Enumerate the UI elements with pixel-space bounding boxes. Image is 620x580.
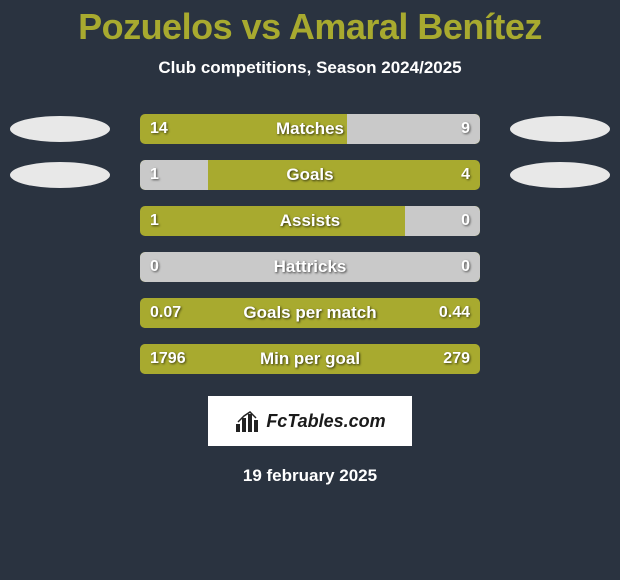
stat-bar-track: 0.070.44Goals per match	[140, 298, 480, 328]
stat-rows: 149Matches 14Goals 10Assists 00Hattricks 0.0…	[0, 108, 620, 384]
page-title: Pozuelos vs Amaral Benítez	[0, 6, 620, 48]
subtitle: Club competitions, Season 2024/2025	[0, 58, 620, 78]
brand-chart-icon	[234, 410, 260, 432]
date-text: 19 february 2025	[0, 466, 620, 486]
stat-row: 0.070.44Goals per match	[0, 292, 620, 338]
stat-bar-track: 00Hattricks	[140, 252, 480, 282]
stat-label: Goals per match	[140, 298, 480, 328]
title-vs: vs	[242, 6, 281, 47]
stat-label: Assists	[140, 206, 480, 236]
player2-ellipse	[510, 162, 610, 188]
player1-ellipse	[10, 162, 110, 188]
stat-row: 1796279Min per goal	[0, 338, 620, 384]
stat-bar-track: 14Goals	[140, 160, 480, 190]
brand-badge: FcTables.com	[208, 396, 412, 446]
comparison-infographic: Pozuelos vs Amaral Benítez Club competit…	[0, 0, 620, 580]
stat-label: Hattricks	[140, 252, 480, 282]
stat-row: 10Assists	[0, 200, 620, 246]
brand-text: FcTables.com	[266, 411, 385, 432]
stat-row: 149Matches	[0, 108, 620, 154]
player2-name: Amaral Benítez	[289, 6, 542, 47]
stat-label: Matches	[140, 114, 480, 144]
stat-row: 00Hattricks	[0, 246, 620, 292]
stat-label: Min per goal	[140, 344, 480, 374]
stat-bar-track: 10Assists	[140, 206, 480, 236]
player2-ellipse	[510, 116, 610, 142]
stat-row: 14Goals	[0, 154, 620, 200]
stat-bar-track: 1796279Min per goal	[140, 344, 480, 374]
player1-ellipse	[10, 116, 110, 142]
player1-name: Pozuelos	[78, 6, 232, 47]
stat-label: Goals	[140, 160, 480, 190]
stat-bar-track: 149Matches	[140, 114, 480, 144]
